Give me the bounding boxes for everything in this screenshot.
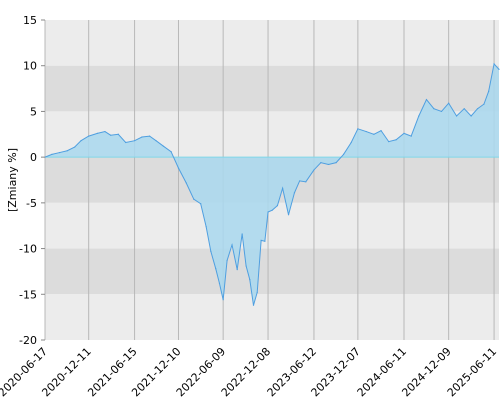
data-point <box>245 265 247 267</box>
data-point <box>488 90 490 92</box>
data-point <box>104 130 106 133</box>
data-point <box>373 133 375 135</box>
x-tick-label: 2025-06-11 <box>445 345 499 399</box>
series-area <box>45 63 499 306</box>
data-point <box>185 182 187 184</box>
grid-band <box>45 248 499 295</box>
data-point <box>200 203 202 205</box>
y-tick-label: -5 <box>26 197 37 210</box>
y-tick-label: 5 <box>30 105 37 118</box>
y-tick-label: 10 <box>23 60 37 73</box>
y-tick-label: -10 <box>19 243 37 256</box>
data-point <box>327 163 330 166</box>
data-point <box>433 108 435 110</box>
data-point <box>241 233 243 235</box>
data-point <box>476 108 479 110</box>
data-point <box>299 180 301 182</box>
data-point <box>205 226 207 228</box>
data-point <box>58 151 61 154</box>
data-point <box>267 211 269 213</box>
data-point <box>342 153 345 155</box>
data-point <box>403 132 405 134</box>
grid-band <box>45 294 499 340</box>
data-point <box>141 136 143 138</box>
data-point <box>380 130 382 132</box>
data-point <box>125 141 127 144</box>
data-point <box>80 140 82 142</box>
data-point <box>418 115 420 117</box>
data-point <box>455 115 458 117</box>
data-point <box>293 192 296 194</box>
grid-band <box>45 20 499 66</box>
data-point <box>226 259 228 262</box>
data-point <box>210 250 212 252</box>
data-point <box>448 102 450 104</box>
data-point <box>231 244 233 246</box>
data-point <box>305 181 307 183</box>
data-point <box>117 133 119 135</box>
data-point <box>276 205 279 207</box>
data-point <box>193 198 195 200</box>
data-point <box>483 103 485 105</box>
data-point <box>249 279 251 281</box>
data-point <box>256 291 258 294</box>
data-point <box>313 169 315 171</box>
data-point <box>149 135 151 137</box>
data-point <box>88 135 90 137</box>
data-point <box>96 132 98 134</box>
vertical-gridlines <box>44 20 495 340</box>
data-point <box>215 268 217 270</box>
data-point <box>425 98 428 101</box>
data-point <box>236 269 238 271</box>
data-point <box>110 134 112 136</box>
y-tick-label: -15 <box>19 288 37 301</box>
data-point <box>395 139 397 141</box>
data-point <box>264 240 266 242</box>
y-tick-label: -20 <box>19 334 37 347</box>
data-point <box>365 130 367 133</box>
data-point <box>170 151 172 153</box>
data-point <box>320 162 322 164</box>
y-tick-label: 0 <box>30 151 37 164</box>
data-point <box>51 153 53 155</box>
data-point <box>410 135 412 137</box>
data-point <box>335 162 337 164</box>
data-point <box>350 141 352 144</box>
data-point <box>74 146 76 148</box>
data-point <box>162 145 165 147</box>
data-point <box>222 299 224 301</box>
series-line <box>44 62 500 306</box>
data-point <box>155 140 157 142</box>
data-point <box>498 68 500 70</box>
data-point <box>463 108 465 110</box>
data-point <box>440 110 443 113</box>
data-point <box>271 209 273 211</box>
data-point <box>493 63 495 65</box>
data-point <box>260 239 262 241</box>
data-point <box>177 167 180 169</box>
x-axis-ticks: 2020-06-172020-12-112021-06-152021-12-10… <box>0 345 499 399</box>
y-tick-label: 15 <box>23 14 37 27</box>
data-point <box>287 214 290 216</box>
data-point <box>133 140 136 142</box>
data-point <box>66 150 68 152</box>
data-point <box>470 115 472 117</box>
data-point <box>252 304 255 306</box>
y-axis-ticks: 15 10 5 0 -5 -10 -15 -20 <box>19 14 45 347</box>
data-point <box>282 187 284 189</box>
data-point <box>357 128 359 130</box>
data-point <box>388 141 390 143</box>
series-layer <box>44 62 500 306</box>
data-point <box>218 282 221 284</box>
grid-band <box>45 65 499 112</box>
y-axis-label: [Zmiany %] <box>6 148 19 212</box>
